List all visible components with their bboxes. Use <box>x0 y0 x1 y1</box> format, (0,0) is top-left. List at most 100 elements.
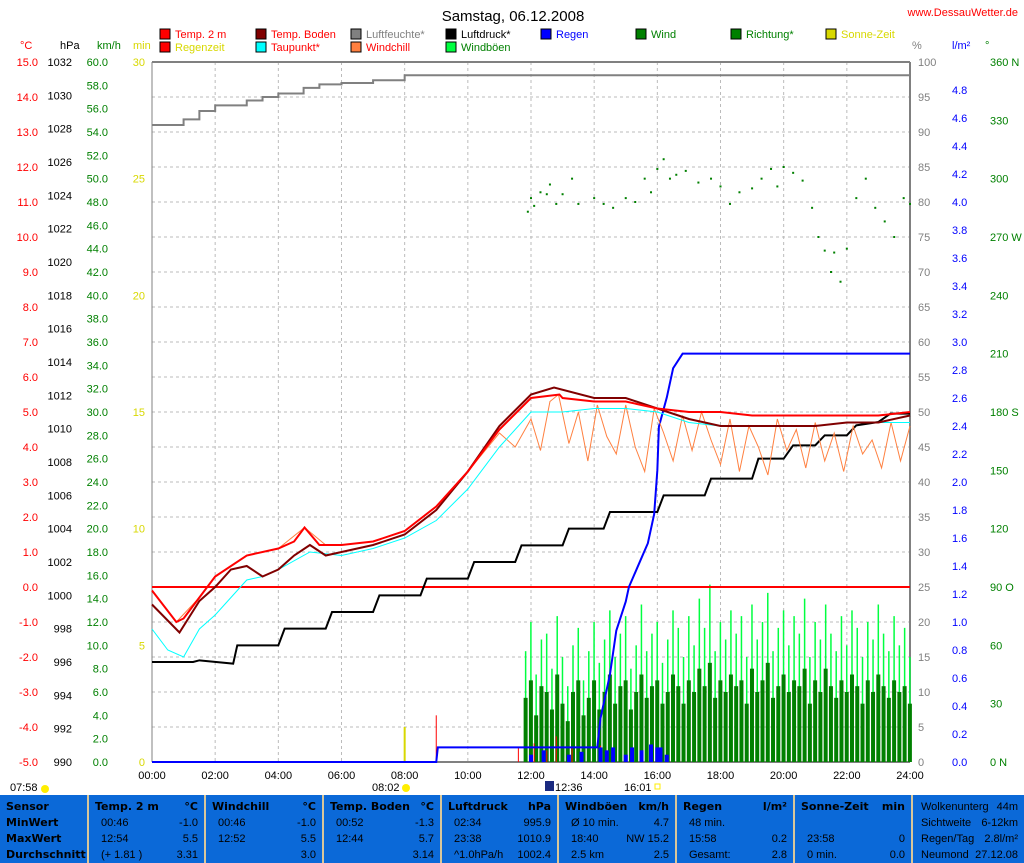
axis-tick-label: 18.0 <box>87 547 108 559</box>
axis-tick-label: 2.0 <box>93 734 108 746</box>
axis-tick-label: 55 <box>918 372 930 384</box>
rain-interval-bar <box>649 744 654 762</box>
axis-tick-label: 40.0 <box>87 290 108 302</box>
axis-tick-label: 35 <box>918 512 930 524</box>
wind-direction-point <box>719 185 722 188</box>
wind-direction-point <box>624 197 627 200</box>
row-label: MaxWert <box>6 832 62 845</box>
wind-direction-point <box>839 280 842 283</box>
axis-unit-minutes: min <box>133 40 151 52</box>
axis-tick-label: -5.0 <box>19 757 38 769</box>
extra-label: Regen/Tag <box>921 833 975 845</box>
column-title: Temp. 2 m <box>95 800 159 813</box>
cell-value: 5.7 <box>418 833 434 845</box>
cell-label: 00:52 <box>336 817 364 829</box>
wind-direction-point <box>893 236 896 238</box>
axis-tick-label: 0.0 <box>93 757 108 769</box>
axis-tick-label: 3.6 <box>952 253 967 265</box>
cell-label: 00:46 <box>101 817 129 829</box>
wind-direction-point <box>675 173 678 176</box>
legend-label: Luftfeuchte* <box>366 29 425 41</box>
wind-bar <box>655 680 660 762</box>
wind-bar <box>792 680 797 762</box>
wind-bar <box>876 674 881 762</box>
humidity-line <box>152 74 910 126</box>
axis-tick-label: 80 <box>918 197 930 209</box>
cell-label <box>212 847 218 863</box>
axis-tick-label: 150 <box>990 465 1008 477</box>
x-tick-label: 16:00 <box>644 770 672 782</box>
axis-tick-label: 60 <box>990 640 1002 652</box>
rain-interval-bar <box>630 747 635 762</box>
wind-bar <box>665 692 670 762</box>
axis-tick-label: 210 <box>990 349 1008 361</box>
wind-bar <box>818 692 823 762</box>
wind-bar <box>607 674 612 762</box>
axis-tick-label: 0.0 <box>952 757 967 769</box>
wind-direction-point <box>650 191 653 194</box>
axis-tick-label: 1032 <box>48 57 72 69</box>
axis-tick-label: 360 N <box>990 57 1019 69</box>
wind-bar <box>576 680 581 762</box>
axis-tick-label: 10 <box>918 687 930 699</box>
cell-value: 5.5 <box>300 833 316 845</box>
axis-tick-label: 50.0 <box>87 174 108 186</box>
site-link[interactable]: www.DessauWetter.de <box>907 7 1018 19</box>
wind-bar <box>686 680 691 762</box>
axis-tick-label: 1002 <box>48 557 72 569</box>
cell-label: 12:44 <box>336 833 364 845</box>
stats-column: Luftdruck hPa 02:34 995.9 23:38 1010.9 ^1.0hPa… <box>442 795 559 863</box>
legend-swatch <box>159 41 171 53</box>
cell-value: 3.14 <box>412 849 434 861</box>
axis-tick-label: 30 <box>990 699 1002 711</box>
x-tick-label: 06:00 <box>328 770 356 782</box>
legend-label: Regenzeit <box>175 42 225 54</box>
axis-unit-humidity: % <box>912 40 922 52</box>
wind-direction-point <box>530 197 532 200</box>
axis-tick-label: 58.0 <box>87 80 108 92</box>
axis-tick-label: 4.6 <box>952 113 967 125</box>
axis-tick-label: 90 <box>918 127 930 139</box>
stats-column: Regen l/m² 48 min. 15:58 0.2 Gesamt: 2.8 <box>677 795 795 863</box>
axis-tick-label: 3.8 <box>952 225 967 237</box>
axis-unit-temp: °C <box>20 40 32 52</box>
axis-tick-label: 1000 <box>48 590 72 602</box>
axis-tick-label: 12.0 <box>17 162 38 174</box>
axis-tick-label: 300 <box>990 174 1008 186</box>
wind-bar <box>897 692 902 762</box>
axis-tick-label: 40 <box>918 477 930 489</box>
rain-interval-bar <box>529 754 533 762</box>
legend-label: Temp. 2 m <box>175 29 226 41</box>
wind-direction-point <box>728 202 731 205</box>
axis-tick-label: 1018 <box>48 290 72 302</box>
cell-value: 3.0 <box>300 849 316 861</box>
axis-tick-label: 42.0 <box>87 267 108 279</box>
wind-direction-point <box>662 158 665 161</box>
cell-value: 995.9 <box>523 817 551 829</box>
wind-bar <box>781 674 786 762</box>
wind-bar <box>823 668 828 762</box>
axis-tick-label: 1022 <box>48 224 72 236</box>
wind-bar <box>839 680 844 762</box>
axis-tick-label: 1010 <box>48 424 72 436</box>
axis-tick-label: 13.0 <box>17 127 38 139</box>
axis-tick-label: 56.0 <box>87 104 108 116</box>
wind-bar <box>871 692 876 762</box>
wind-bar <box>528 680 533 762</box>
wind-direction-point <box>801 179 804 182</box>
wind-direction-point <box>883 220 886 223</box>
legend-label: Luftdruck* <box>461 29 511 41</box>
wind-direction-point <box>577 202 580 205</box>
legend-label: Windchill <box>366 42 410 54</box>
rain-interval-bar <box>658 747 663 762</box>
axis-tick-label: 6.0 <box>23 372 38 384</box>
cell-label: (+ 1.81 ) <box>101 849 143 861</box>
rain-interval-bar <box>664 754 669 762</box>
axis-tick-label: 3.4 <box>952 281 967 293</box>
extra-label: Wolkenunterg <box>921 801 989 813</box>
wind-direction-point <box>545 193 548 196</box>
wind-bar <box>749 668 754 762</box>
wind-bar <box>644 697 649 762</box>
extra-value: 2.8l/m² <box>984 833 1018 845</box>
